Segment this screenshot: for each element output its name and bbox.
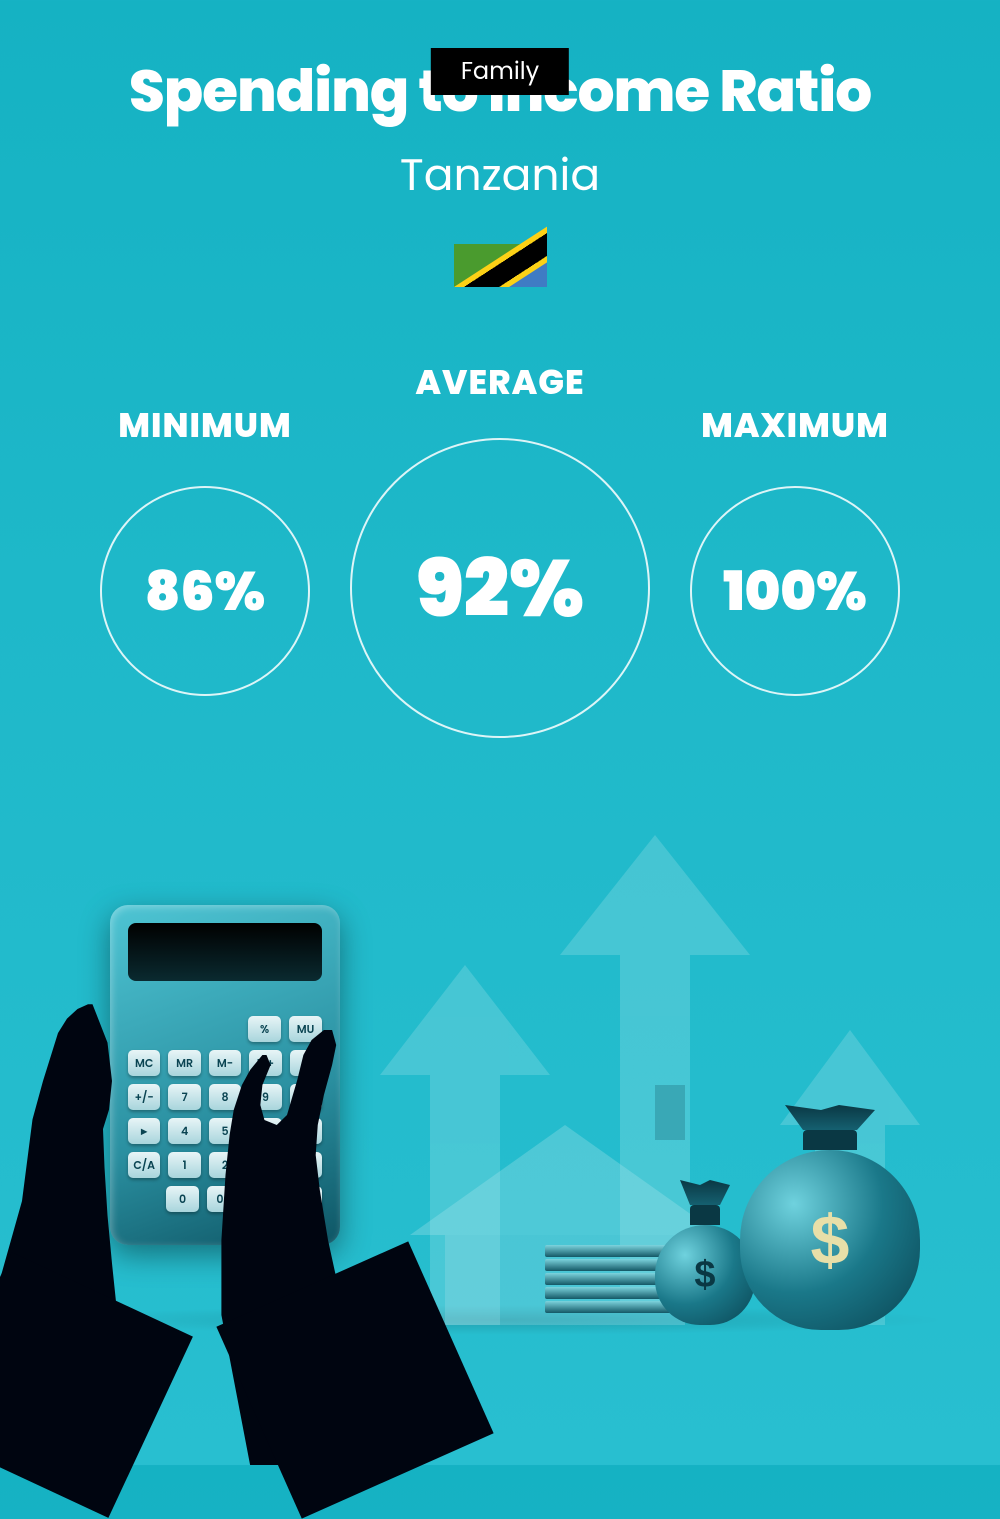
flag-tanzania xyxy=(454,226,547,287)
stat-maximum: MAXIMUM 100% xyxy=(690,400,900,696)
category-badge: Family xyxy=(431,48,569,95)
hands-calculator-illustration: %MUMCMRM-M+:+/-789x►456-C/A123+000.= xyxy=(0,815,490,1465)
calc-key: C/A xyxy=(128,1152,160,1178)
calc-key: MR xyxy=(168,1050,200,1076)
calc-key: M- xyxy=(209,1050,241,1076)
calc-key: 7 xyxy=(168,1084,200,1110)
stat-label-avg: AVERAGE xyxy=(415,357,584,408)
calc-key: % xyxy=(248,1016,281,1042)
stat-value-avg: 92% xyxy=(416,548,584,628)
country-name: Tanzania xyxy=(0,143,1000,208)
calc-key: +/- xyxy=(128,1084,160,1110)
circle-avg: 92% xyxy=(350,438,650,738)
circle-max: 100% xyxy=(690,486,900,696)
stat-label-max: MAXIMUM xyxy=(701,400,889,451)
calc-key: ► xyxy=(128,1118,160,1144)
stat-label-min: MINIMUM xyxy=(118,400,292,451)
illustration-scene: $ $ %MUMCMRM-M+:+/-789x►456-C/A123+000.= xyxy=(0,815,1000,1465)
circle-min: 86% xyxy=(100,486,310,696)
calc-key: MC xyxy=(128,1050,160,1076)
calc-key: 4 xyxy=(168,1118,200,1144)
calc-key: 0 xyxy=(166,1186,199,1212)
calc-key: 1 xyxy=(168,1152,200,1178)
stats-row: MINIMUM 86% AVERAGE 92% MAXIMUM 100% xyxy=(0,357,1000,738)
money-bag-icon: $ xyxy=(740,1105,920,1330)
stat-minimum: MINIMUM 86% xyxy=(100,400,310,696)
stat-value-min: 86% xyxy=(145,564,265,618)
stat-value-max: 100% xyxy=(723,564,867,618)
stat-average: AVERAGE 92% xyxy=(350,357,650,738)
